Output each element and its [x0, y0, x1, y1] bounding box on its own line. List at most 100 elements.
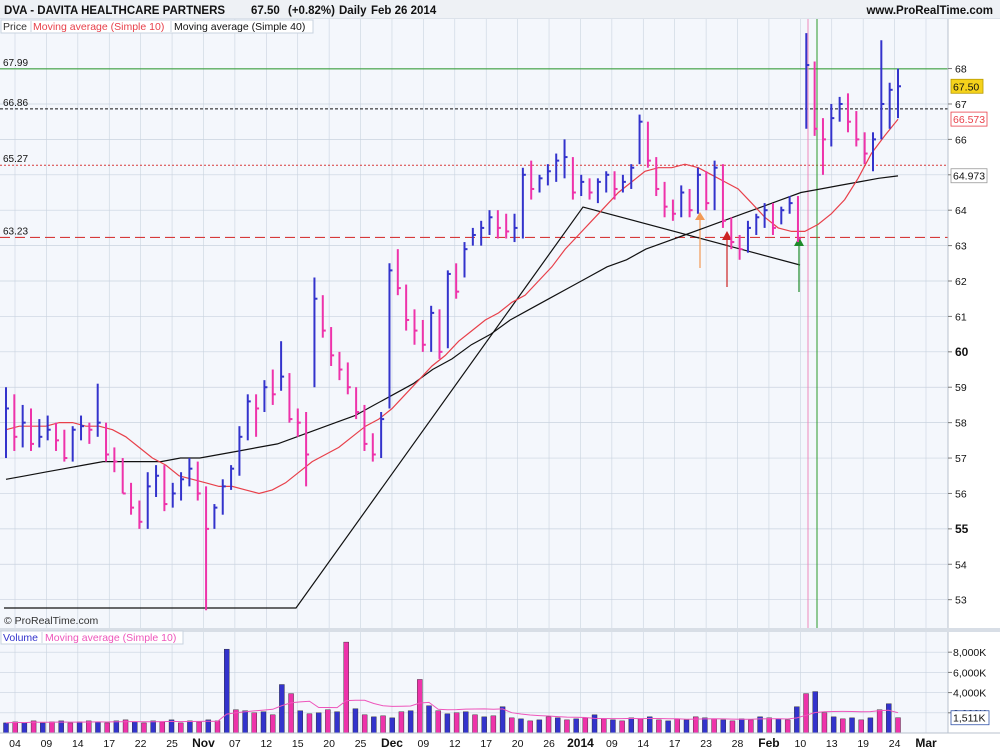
volume-bar [86, 720, 92, 734]
ohlc-bar [246, 394, 251, 441]
volume-bar [67, 722, 74, 734]
ohlc-bar [605, 171, 610, 193]
ohlc-bar [738, 234, 743, 260]
ohlc-bar [438, 309, 443, 359]
ohlc-bar [105, 422, 110, 462]
ohlc-bar [263, 380, 268, 413]
ohlc-bar [863, 132, 868, 165]
ohlc-bar [38, 419, 43, 448]
volume-bar [113, 720, 120, 734]
volume-bar [426, 705, 432, 734]
ohlc-bar [621, 174, 626, 193]
price-tick-label: 64 [955, 205, 967, 217]
ohlc-bar [371, 433, 376, 462]
legend-volume-ma10[interactable]: Moving average (Simple 10) [45, 632, 176, 644]
volume-bar [840, 718, 846, 734]
volume-bar [214, 720, 221, 734]
site-link[interactable]: www.ProRealTime.com [865, 5, 993, 17]
volume-tick-label: 6,000K [953, 667, 986, 679]
legend-ma40[interactable]: Moving average (Simple 40) [174, 21, 305, 33]
price-tick-label: 55 [955, 522, 969, 536]
volume-bar [269, 714, 276, 734]
time-tick-label: 19 [857, 738, 869, 750]
volume-bar [398, 711, 405, 734]
trendline [4, 206, 801, 609]
volume-bar [876, 709, 883, 734]
time-tick-label: 09 [41, 738, 53, 750]
arrow-up-red-icon [722, 231, 732, 240]
volume-bar [582, 717, 589, 734]
ohlc-bar [213, 504, 218, 529]
volume-bar [132, 721, 138, 734]
ohlc-bar [496, 210, 501, 239]
volume-bar [371, 716, 377, 734]
ohlc-bar [796, 196, 801, 243]
volume-bar [389, 717, 395, 734]
volume-last-box [950, 710, 990, 726]
ohlc-bar [455, 263, 460, 299]
ohlc-bar [763, 203, 768, 228]
ohlc-bar [655, 157, 660, 197]
ohlc-bar [80, 415, 85, 441]
volume-bar [867, 717, 874, 734]
volume-bar [858, 719, 864, 734]
volume-bar [315, 712, 322, 734]
ohlc-bar [146, 472, 151, 529]
ohlc-bar [396, 249, 401, 296]
volume-bar [95, 721, 101, 734]
ohlc-bar [96, 383, 101, 437]
price-tick-label: 63 [955, 241, 967, 253]
right-label-text: 67.50 [953, 81, 979, 93]
right-label-text: 64.973 [953, 171, 985, 183]
right-labels: 67.50 66.573 64.973 [950, 78, 988, 184]
legend-ma10[interactable]: Moving average (Simple 10) [33, 21, 164, 33]
volume-bar [564, 719, 570, 734]
volume-bar [591, 714, 598, 734]
volume-bar [40, 722, 46, 734]
time-tick-label: 09 [418, 738, 430, 750]
legend-price[interactable]: Price [3, 21, 27, 33]
volume-bar [30, 720, 37, 734]
ohlc-bar [830, 103, 835, 147]
volume-bar [803, 693, 809, 734]
time-tick-label: 22 [135, 738, 147, 750]
ohlc-bar [746, 220, 751, 253]
ohlc-bar [571, 157, 576, 200]
volume-bar [647, 716, 653, 734]
ohlc-bar [588, 178, 593, 200]
ohlc-bar [488, 210, 493, 235]
ohlc-bar [296, 408, 301, 437]
ohlc-bar [671, 199, 676, 221]
ohlc-bar [88, 422, 93, 444]
copyright: © ProRealTime.com [4, 615, 99, 627]
ohlc-bar [188, 458, 193, 487]
ohlc-bar [513, 213, 518, 243]
ohlc-bar [463, 242, 468, 278]
right-label-text: 66.573 [953, 114, 985, 126]
volume-bar [499, 706, 506, 734]
price-tick-label: 56 [955, 488, 967, 500]
ohlc-bar [563, 139, 568, 179]
time-tick-label: Nov [192, 736, 215, 750]
ohlc-bar [155, 465, 160, 497]
ohlc-bar [730, 217, 735, 250]
volume-bar [536, 719, 543, 734]
ohlc-bar [338, 351, 343, 381]
time-tick-label: 12 [449, 738, 461, 750]
legend-volume[interactable]: Volume [3, 632, 38, 644]
ohlc-bar [55, 422, 60, 451]
time-tick-label: Dec [381, 736, 403, 750]
volume-bar [748, 719, 754, 734]
price-tick-label: 58 [955, 418, 967, 430]
volume-bar [849, 717, 855, 734]
arrow-up-green-icon [794, 237, 804, 246]
ohlc-bar [421, 319, 426, 352]
time-tick-label: 25 [355, 738, 367, 750]
volume-bar [711, 718, 717, 734]
ohlc-bar [230, 465, 235, 490]
ohlc-bar [30, 408, 35, 451]
volume-bar [205, 719, 212, 734]
volume-bar [674, 718, 680, 734]
volume-bar [610, 719, 616, 734]
time-axis [0, 733, 1000, 750]
